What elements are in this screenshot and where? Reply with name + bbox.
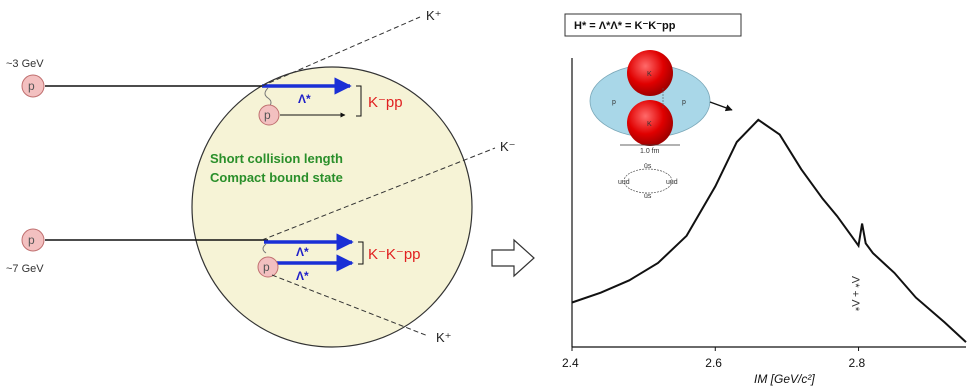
product-top: K⁻pp [368,94,403,111]
svg-text:ūs: ūs [644,193,652,200]
svg-text:p: p [612,99,616,106]
green-text-1: Short collision length [210,151,343,166]
svg-text:uud: uud [666,179,678,186]
beam-top-energy: ~3 GeV [6,58,44,70]
transition-arrow [491,238,535,278]
spectrum-line [571,118,967,343]
proton-bottom: p [21,228,45,252]
molecule-inset: K K p p 1.0 fm ūs uud uud ūs [589,50,733,200]
svg-text:p: p [682,99,686,106]
kminus-label: K⁻ [500,139,516,154]
chart-title-box [564,13,742,37]
x-ticks: 2.4 2.6 2.8 [562,347,866,370]
svg-text:p: p [263,260,270,274]
lambda-lambda-label: Λ* + Λ* [849,276,861,312]
kplus-top-line [261,16,421,87]
x-tick-label: 2.6 [705,356,722,370]
inset-pointer [709,101,733,112]
lambda-star-top-label: Λ* [298,92,311,106]
lambda-star-bottom-label-2: Λ* [296,269,309,283]
svg-text:K: K [647,71,652,78]
chart-title: H* = Λ*Λ* = K⁻K⁻pp [574,20,676,32]
kminus-line [261,147,496,241]
kplus-bottom-line [271,274,429,337]
green-text-2: Compact bound state [210,170,343,185]
collision-diagram: ~3 GeV p Λ* p K⁻pp K⁺ Short collision le… [6,8,516,348]
product-bottom: K⁻K⁻pp [368,246,421,263]
proton-top-spectator: p [258,104,280,126]
svg-text:p: p [264,108,271,122]
spectrum-chart: H* = Λ*Λ* = K⁻K⁻pp 2.4 2.6 2.8 IM [GeV/c²]… [562,13,967,386]
x-tick-label: 2.8 [849,356,866,370]
lambda-star-bottom-label-1: Λ* [296,245,309,259]
quark-ring [623,168,673,194]
svg-text:uud: uud [618,179,630,186]
svg-text:p: p [28,79,35,93]
collision-region [191,66,473,348]
proton-top: p [21,74,45,98]
beam-bottom-energy: ~7 GeV [6,263,44,275]
svg-text:1.0 fm: 1.0 fm [640,148,660,155]
svg-text:ūs: ūs [644,163,652,170]
svg-text:K: K [647,121,652,128]
squiggle-bottom [262,243,267,254]
svg-text:p: p [28,233,35,247]
kplus-top-label: K⁺ [426,8,442,23]
bracket-bottom [358,241,364,265]
kplus-bottom-label: K⁺ [436,330,452,345]
bracket-top [356,85,362,117]
top-kaon-sphere [627,50,673,96]
x-tick-label: 2.4 [562,356,579,370]
proton-bottom-spectator: p [257,256,279,278]
x-axis-label: IM [GeV/c²] [754,372,815,386]
bottom-kaon-sphere [627,100,673,146]
